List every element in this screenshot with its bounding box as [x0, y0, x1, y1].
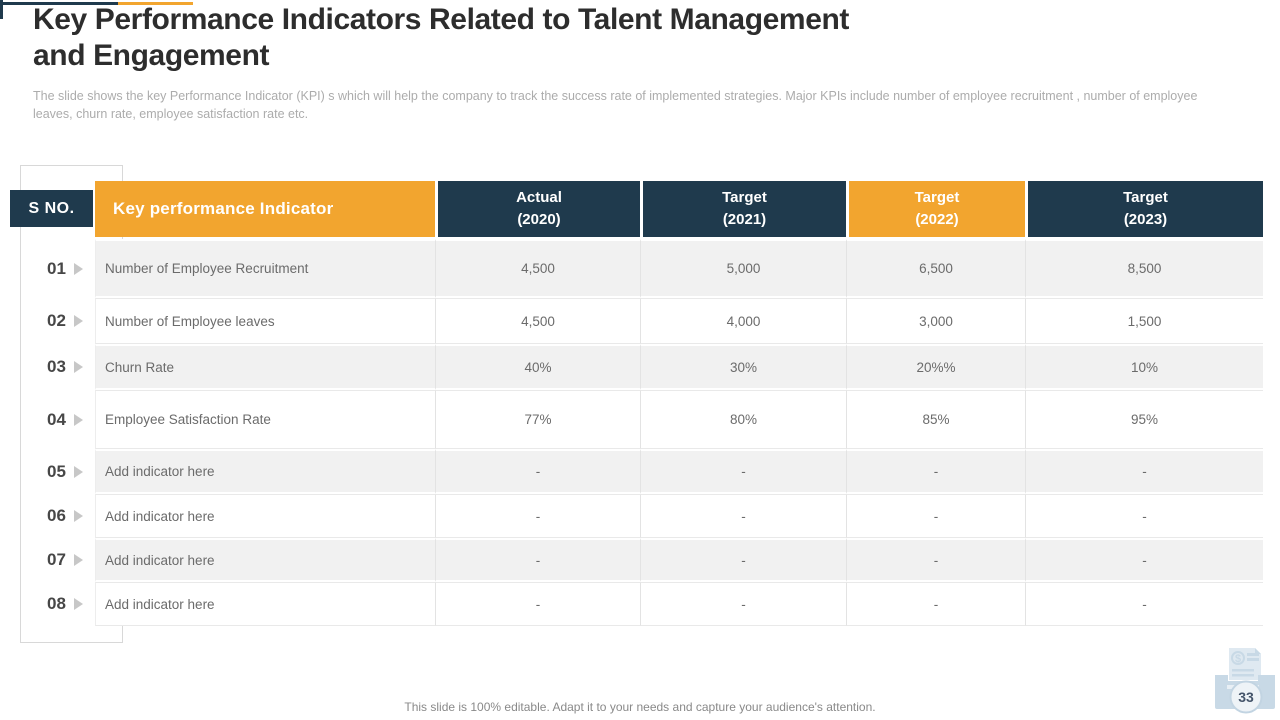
header-cell-actual-2020: Actual (2020) [435, 181, 640, 237]
row-value: 20%% [846, 344, 1025, 390]
arrow-right-icon [73, 413, 83, 426]
row-value: - [640, 582, 846, 626]
arrow-right-icon [73, 315, 83, 327]
row-value: - [640, 538, 846, 582]
row-value: - [1025, 582, 1263, 626]
footer-note: This slide is 100% editable. Adapt it to… [404, 700, 876, 714]
table-body: 01 Number of Employee Recruitment 4,500 … [35, 239, 1263, 626]
table-row: 02 Number of Employee leaves 4,500 4,000… [35, 298, 1263, 344]
row-value: 4,500 [435, 239, 640, 298]
row-indicator: Churn Rate [95, 344, 435, 390]
row-number: 08 [47, 594, 66, 613]
header-cell-target-2022: Target (2022) [846, 181, 1025, 237]
row-number-cell: 04 [35, 390, 95, 449]
table-row: 07 Add indicator here - - - - [35, 538, 1263, 582]
dollar-document-icon: $ [1229, 648, 1261, 680]
row-indicator: Number of Employee leaves [95, 298, 435, 344]
row-number-cell: 06 [35, 494, 95, 538]
row-number-cell: 08 [35, 582, 95, 626]
row-value: 6,500 [846, 239, 1025, 298]
row-number: 04 [47, 409, 66, 429]
row-value: 8,500 [1025, 239, 1263, 298]
table-row: 06 Add indicator here - - - - [35, 494, 1263, 538]
row-number-cell: 07 [35, 538, 95, 582]
slide-title: Key Performance Indicators Related to Ta… [33, 2, 1193, 74]
corner-accent-orange-line [118, 2, 193, 5]
row-indicator: Number of Employee Recruitment [95, 239, 435, 298]
header-cell-indicator: Key performance Indicator [95, 181, 435, 237]
row-value: 10% [1025, 344, 1263, 390]
arrow-right-icon [73, 262, 83, 275]
row-number: 03 [47, 357, 66, 376]
row-value: - [1025, 538, 1263, 582]
row-value: - [435, 582, 640, 626]
row-value: - [846, 494, 1025, 538]
svg-text:$: $ [1235, 653, 1241, 665]
row-value: - [846, 582, 1025, 626]
row-indicator: Employee Satisfaction Rate [95, 390, 435, 449]
row-indicator: Add indicator here [95, 494, 435, 538]
row-number-cell: 05 [35, 449, 95, 494]
slide-title-line1: Key Performance Indicators Related to Ta… [33, 3, 849, 36]
corner-accent-vertical [0, 0, 3, 19]
header-cell-target-2021: Target (2021) [640, 181, 846, 237]
slide-title-line2: and Engagement [33, 39, 270, 72]
row-number-cell: 01 [35, 239, 95, 298]
table-row: 03 Churn Rate 40% 30% 20%% 10% [35, 344, 1263, 390]
row-value: 40% [435, 344, 640, 390]
page-number: 33 [1238, 689, 1254, 705]
row-value: 5,000 [640, 239, 846, 298]
row-value: - [1025, 494, 1263, 538]
row-value: - [435, 494, 640, 538]
table-row: 01 Number of Employee Recruitment 4,500 … [35, 239, 1263, 298]
row-indicator: Add indicator here [95, 538, 435, 582]
row-value: 4,500 [435, 298, 640, 344]
row-number: 02 [47, 311, 66, 330]
arrow-right-icon [73, 465, 83, 478]
row-number: 01 [47, 258, 66, 278]
row-indicator: Add indicator here [95, 449, 435, 494]
row-value: 30% [640, 344, 846, 390]
row-value: - [640, 494, 846, 538]
row-value: 4,000 [640, 298, 846, 344]
printer-watermark-icon: $ 33 [1215, 648, 1275, 714]
row-value: 77% [435, 390, 640, 449]
corner-accent-navy-line [0, 2, 120, 5]
row-value: - [846, 449, 1025, 494]
row-value: 95% [1025, 390, 1263, 449]
kpi-table: Key performance Indicator Actual (2020) … [35, 181, 1263, 626]
table-row: 05 Add indicator here - - - - [35, 449, 1263, 494]
arrow-right-icon [73, 510, 83, 522]
table-row: 08 Add indicator here - - - - [35, 582, 1263, 626]
slide-subtitle: The slide shows the key Performance Indi… [33, 89, 1198, 122]
row-number-cell: 02 [35, 298, 95, 344]
row-number: 06 [47, 506, 66, 525]
table-row: 04 Employee Satisfaction Rate 77% 80% 85… [35, 390, 1263, 449]
row-value: - [846, 538, 1025, 582]
row-value: - [435, 538, 640, 582]
sno-header: S NO. [10, 190, 93, 227]
table-header-row: Key performance Indicator Actual (2020) … [35, 181, 1263, 237]
row-number: 07 [47, 550, 66, 569]
row-indicator: Add indicator here [95, 582, 435, 626]
row-value: 85% [846, 390, 1025, 449]
row-value: - [1025, 449, 1263, 494]
row-number: 05 [47, 461, 66, 481]
row-value: 3,000 [846, 298, 1025, 344]
arrow-right-icon [73, 598, 83, 610]
row-value: - [435, 449, 640, 494]
arrow-right-icon [73, 361, 83, 373]
header-cell-target-2023: Target (2023) [1025, 181, 1263, 237]
row-number-cell: 03 [35, 344, 95, 390]
arrow-right-icon [73, 554, 83, 566]
row-value: - [640, 449, 846, 494]
page-number-badge: 33 [1229, 680, 1263, 714]
row-value: 1,500 [1025, 298, 1263, 344]
row-value: 80% [640, 390, 846, 449]
